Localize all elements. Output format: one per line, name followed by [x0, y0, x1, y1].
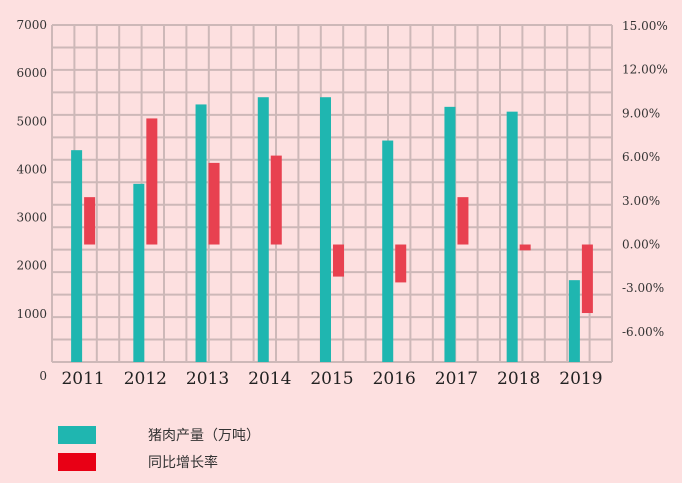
x-tick-label: 2016 [373, 369, 416, 389]
y-left-tick-label: 1000 [16, 307, 47, 321]
legend-label-production: 猪肉产量（万吨） [148, 428, 260, 444]
bar-production-2016 [382, 140, 394, 362]
legend-swatch-growth [58, 453, 96, 471]
bar-growth-2013 [208, 162, 220, 245]
bar-growth-2018 [519, 244, 531, 251]
legend-item-production: 猪肉产量（万吨） [58, 425, 260, 445]
y-left-tick-label: 5000 [16, 114, 47, 128]
bar-production-2015 [320, 97, 331, 362]
x-tick-label: 2017 [435, 369, 478, 389]
legend-swatch-production [58, 426, 96, 444]
x-tick-label: 2018 [497, 369, 540, 389]
bar-growth-2011 [84, 197, 96, 245]
x-tick-label: 2019 [559, 369, 602, 389]
bar-production-2018 [506, 111, 518, 363]
bar-growth-2019 [581, 244, 593, 314]
y-right-tick-label: 0.00% [622, 238, 660, 252]
bar-production-2013 [195, 104, 207, 362]
bar-growth-2014 [270, 155, 282, 245]
legend-label-growth: 同比增长率 [148, 455, 218, 471]
bar-growth-2017 [457, 197, 469, 245]
y-left-tick-label: 3000 [16, 211, 47, 225]
x-tick-label: 2013 [186, 369, 229, 389]
bar-production-2011 [71, 150, 83, 362]
bar-growth-2012 [146, 118, 158, 245]
bar-production-2017 [444, 106, 456, 362]
y-right-tick-label: 15.00% [622, 19, 668, 33]
y-right-tick-label: 6.00% [622, 150, 660, 164]
y-right-tick-label: 9.00% [622, 106, 660, 120]
x-tick-label: 2015 [310, 369, 353, 389]
x-tick-label: 2012 [124, 369, 167, 389]
bar-production-2012 [133, 183, 145, 362]
y-left-tick-label: 0 [39, 369, 47, 383]
y-left-tick-label: 4000 [16, 162, 47, 176]
bar-production-2019 [568, 280, 580, 362]
bar-growth-2016 [395, 244, 407, 283]
y-left-tick-label: 6000 [16, 66, 47, 80]
y-right-tick-label: -3.00% [622, 281, 664, 295]
legend-item-growth: 同比增长率 [58, 452, 218, 472]
x-tick-label: 2014 [248, 369, 291, 389]
y-left-tick-label: 7000 [16, 18, 47, 32]
y-right-tick-label: 12.00% [622, 63, 668, 77]
x-tick-label: 2011 [61, 369, 104, 389]
y-left-tick-label: 2000 [16, 259, 47, 273]
y-right-tick-label: -6.00% [622, 325, 664, 339]
y-right-tick-label: 3.00% [622, 194, 660, 208]
bar-growth-2015 [333, 244, 344, 277]
bar-production-2014 [257, 97, 269, 362]
